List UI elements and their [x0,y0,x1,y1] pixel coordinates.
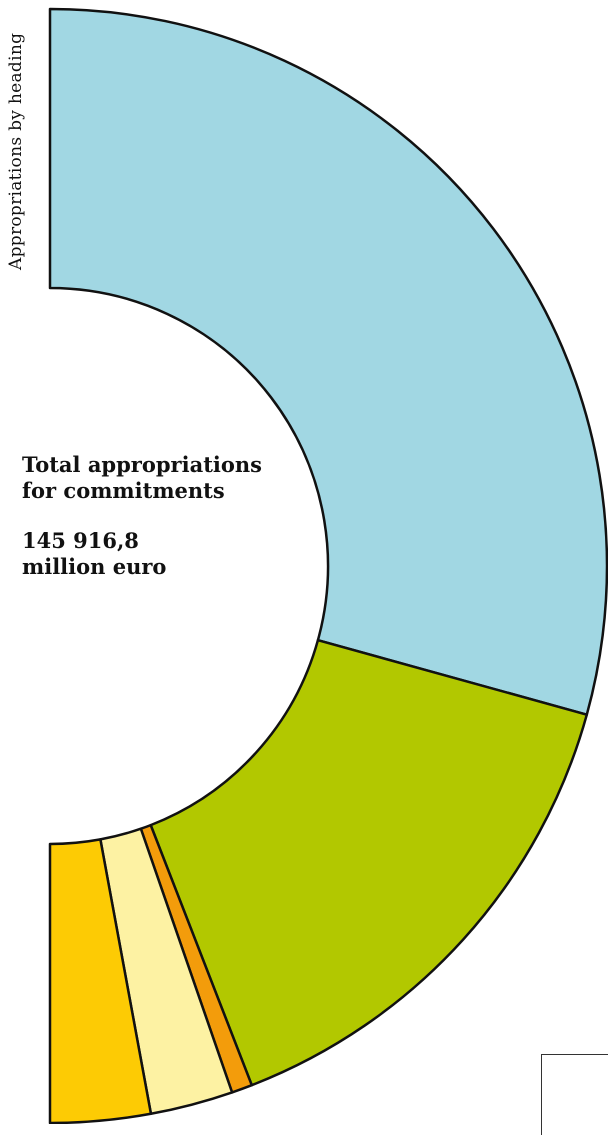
chart-slices [48,7,608,1124]
center-total-title: Total appropriations for commitments [22,452,262,503]
donut-slice-5 [48,838,153,1124]
center-total-amount: 145 916,8 [22,528,139,553]
chart-side-title: Appropriations by heading [6,32,26,270]
donut-slice-2 [149,638,589,1087]
frame-corner-decoration [541,1054,608,1135]
donut-slice-1 [48,7,608,716]
center-total-value: 145 916,8 million euro [22,528,302,580]
center-total-unit: million euro [22,554,167,579]
